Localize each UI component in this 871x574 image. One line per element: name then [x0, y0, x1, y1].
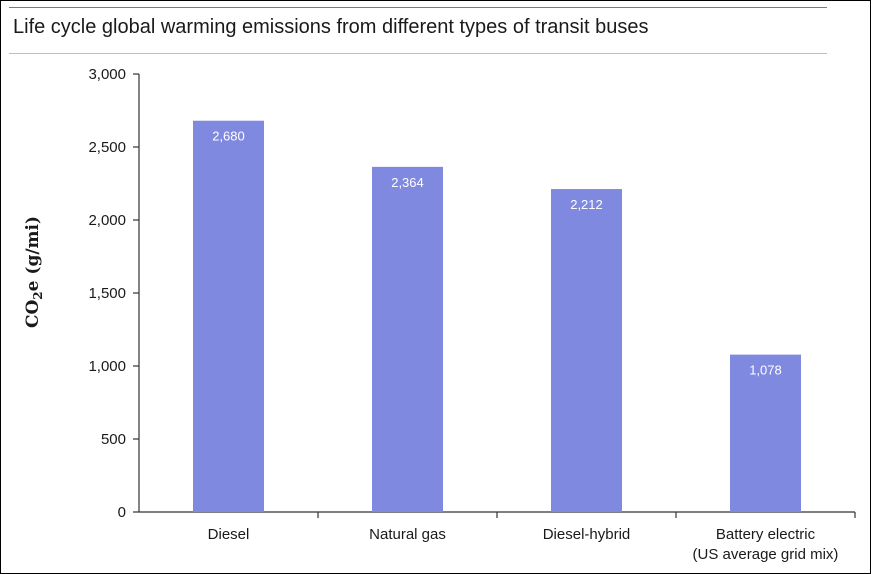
- bar: [551, 189, 622, 512]
- y-tick-label: 2,500: [88, 139, 126, 156]
- y-axis-label-subscript: 2: [31, 291, 45, 299]
- y-tick-label: 2,000: [88, 212, 126, 229]
- bar: [193, 120, 264, 512]
- y-axis-label-part-1: CO: [23, 300, 43, 329]
- x-axis: Diesel Natural gas Diesel-hybrid Battery el…: [139, 511, 856, 563]
- y-tick-label: 3,000: [88, 66, 126, 83]
- bar-value-label: 2,364: [391, 175, 424, 190]
- top-accent-rule: [9, 7, 827, 8]
- bar: [730, 354, 801, 512]
- bar: [372, 166, 443, 512]
- y-tick-label: 1,500: [88, 285, 126, 302]
- y-axis: 0 500 1,000 1,500 2,000 2,500 3,000: [88, 66, 140, 521]
- x-category-label: Diesel-hybrid: [543, 526, 631, 543]
- bar-value-label: 1,078: [749, 363, 782, 378]
- y-tick-label: 0: [118, 504, 126, 521]
- y-axis-label-part-2: e (g/mi): [23, 216, 43, 291]
- y-axis-label: CO2e (g/mi): [23, 216, 45, 328]
- bar-value-label: 2,212: [570, 197, 603, 212]
- bar-value-label: 2,680: [212, 129, 245, 144]
- title-divider: [9, 53, 827, 54]
- x-category-label: Battery electric (US average grid mix): [693, 526, 839, 563]
- x-category-label: Diesel: [208, 526, 250, 543]
- y-tick-label: 500: [101, 431, 126, 448]
- bars: 2,680 2,364 2,212 1,078: [193, 120, 801, 512]
- y-tick-label: 1,000: [88, 358, 126, 375]
- x-category-label: Natural gas: [369, 526, 446, 543]
- chart-title: Life cycle global warming emissions from…: [13, 16, 649, 38]
